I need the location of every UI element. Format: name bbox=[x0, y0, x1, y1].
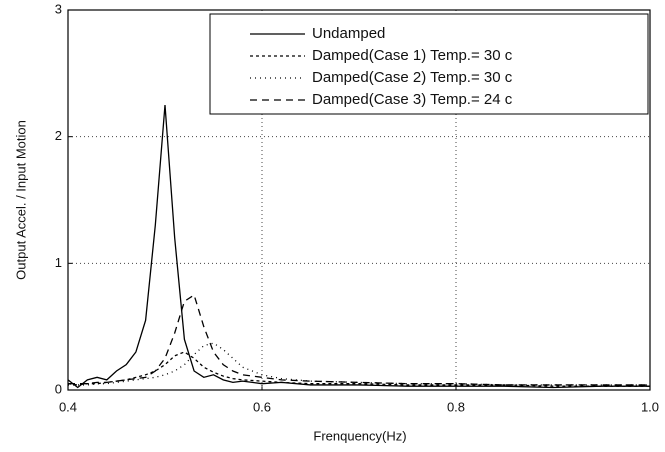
legend-label: Damped(Case 2) Temp.= 30 c bbox=[312, 69, 513, 86]
plot-frame bbox=[67, 9, 651, 391]
x-tick-label: 0.6 bbox=[253, 399, 271, 414]
y-tick-label: 2 bbox=[55, 128, 62, 143]
series-line bbox=[68, 293, 650, 386]
legend-box bbox=[209, 13, 649, 115]
x-tick-label: 1.0 bbox=[641, 399, 659, 414]
legend-label: Damped(Case 1) Temp.= 30 c bbox=[312, 47, 513, 64]
x-axis-label: Frenquency(Hz) bbox=[313, 428, 406, 443]
legend-label: Undamped bbox=[312, 25, 385, 42]
series-line bbox=[67, 351, 650, 387]
y-tick-label: 3 bbox=[55, 1, 62, 16]
series-line bbox=[68, 342, 650, 386]
y-tick-label: 1 bbox=[55, 255, 62, 270]
y-axis-label: Output Accel. / Input Motion bbox=[13, 120, 28, 280]
x-tick-label: 0.8 bbox=[447, 399, 465, 414]
legend-label: Damped(Case 3) Temp.= 24 c bbox=[312, 91, 513, 108]
x-tick-label: 0.4 bbox=[59, 399, 77, 414]
y-tick-label: 0 bbox=[55, 381, 62, 396]
series-line bbox=[67, 104, 650, 389]
